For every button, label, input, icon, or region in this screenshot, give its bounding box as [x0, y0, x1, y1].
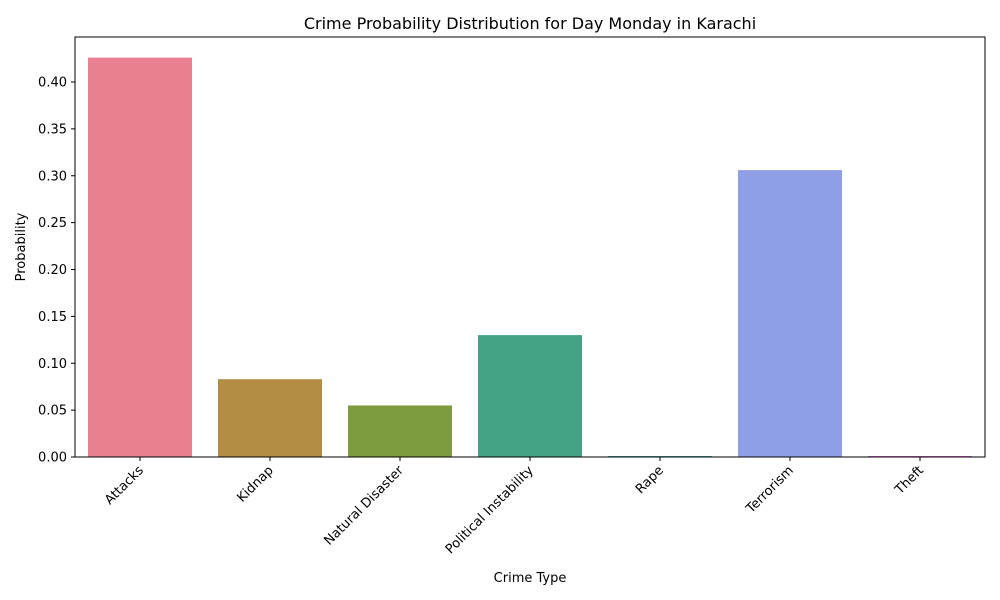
- bars-layer: [88, 57, 972, 457]
- y-tick-label: 0.20: [38, 263, 67, 278]
- bar-attacks: [88, 57, 192, 457]
- bar-natural-disaster: [348, 405, 452, 457]
- y-tick-label: 0.40: [38, 76, 67, 91]
- y-tick-label: 0.15: [38, 310, 67, 325]
- x-tick-label: Theft: [892, 463, 927, 498]
- y-tick-label: 0.35: [38, 122, 67, 137]
- bar-political-instability: [478, 335, 582, 457]
- bar-kidnap: [218, 379, 322, 457]
- plot-frame: [74, 36, 986, 458]
- x-tick-label: Rape: [633, 463, 667, 497]
- x-tick-label: Attacks: [102, 463, 147, 508]
- x-axis-label: Crime Type: [494, 571, 567, 586]
- x-tick-label: Political Instability: [443, 463, 537, 557]
- x-tick-label: Natural Disaster: [322, 463, 408, 549]
- y-tick-label: 0.00: [38, 451, 67, 466]
- y-tick-label: 0.25: [38, 216, 67, 231]
- y-tick-label: 0.10: [38, 357, 67, 372]
- y-axis-label: Probability: [14, 212, 29, 281]
- chart-title: Crime Probability Distribution for Day M…: [304, 14, 756, 33]
- x-tick-label: Kidnap: [235, 463, 277, 505]
- x-tick-label: Terrorism: [743, 463, 797, 517]
- y-tick-label: 0.30: [38, 169, 67, 184]
- y-tick-label: 0.05: [38, 404, 67, 419]
- x-axis: Attacks Kidnap Natural Disaster Political I…: [102, 457, 927, 557]
- bar-terrorism: [738, 170, 842, 457]
- y-axis: 0.00 0.05 0.10 0.15 0.20 0.25 0.30 0.35 0.40: [38, 76, 75, 466]
